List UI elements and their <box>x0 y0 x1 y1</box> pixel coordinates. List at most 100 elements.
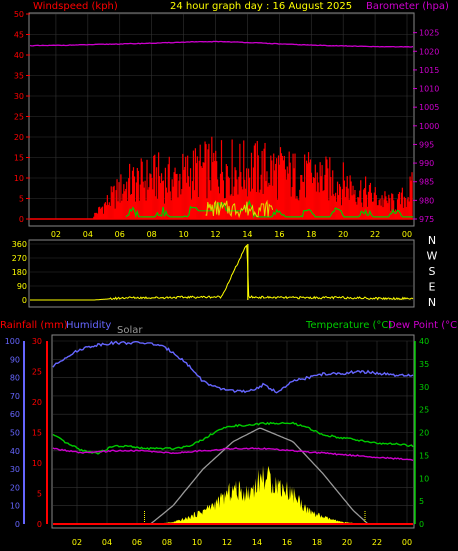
temp-tick-label: 15 <box>419 451 429 460</box>
temp-panel-frame <box>51 334 415 529</box>
rainfall-label: Rainfall (mm) <box>0 320 68 331</box>
baro-tick-label: 995 <box>419 140 434 149</box>
temp-x-tick-label: 20 <box>342 538 352 547</box>
humidity-line <box>52 340 414 394</box>
humidity-tick-label: 40 <box>10 447 20 456</box>
rain-tick-label: 30 <box>32 337 42 346</box>
wind-x-tick-label: 16 <box>274 230 284 239</box>
humidity-tick-label: 80 <box>10 374 20 383</box>
direction-compass-label: S <box>429 265 436 278</box>
direction-compass-label: N <box>428 234 436 247</box>
humidity-tick-label: 30 <box>10 465 20 474</box>
temp-x-tick-label: 04 <box>102 538 112 547</box>
wind-x-tick-label: 06 <box>115 230 125 239</box>
solar-label: Solar <box>117 325 143 336</box>
baro-tick-label: 1025 <box>419 29 439 38</box>
temp-x-tick-label: 08 <box>162 538 172 547</box>
barometer-line <box>29 40 414 48</box>
temp-tick-label: 10 <box>419 474 429 483</box>
baro-tick-label: 975 <box>419 215 434 224</box>
temp-x-tick-label: 02 <box>72 538 82 547</box>
wind-x-tick-label: 12 <box>210 230 220 239</box>
temp-tick-label: 20 <box>419 429 429 438</box>
wind-tick-label: 10 <box>14 174 24 183</box>
wind-tick-label: 35 <box>14 72 24 81</box>
temp-x-tick-label: 16 <box>282 538 292 547</box>
rain-tick-label: 10 <box>32 459 42 468</box>
humidity-tick-label: 20 <box>10 483 20 492</box>
gust-line <box>125 199 413 219</box>
wind-tick-label: 45 <box>14 31 24 40</box>
wind-panel-frame <box>28 12 415 227</box>
wind-x-tick-label: 20 <box>338 230 348 239</box>
wind-x-tick-label: 04 <box>83 230 93 239</box>
wind-tick-label: 50 <box>14 10 24 19</box>
humidity-tick-label: 60 <box>10 410 20 419</box>
wind-x-tick-label: 00 <box>402 230 412 239</box>
direction-panel-frame <box>28 239 415 308</box>
rain-tick-label: 0 <box>37 520 42 529</box>
baro-tick-label: 985 <box>419 178 434 187</box>
wind-tick-label: 0 <box>19 215 24 224</box>
temperature-line <box>52 421 414 455</box>
wind-x-tick-label: 18 <box>306 230 316 239</box>
wind-tick-label: 30 <box>14 92 24 101</box>
temp-x-tick-label: 00 <box>402 538 412 547</box>
temp-tick-label: 0 <box>419 520 424 529</box>
wind-x-tick-label: 14 <box>242 230 252 239</box>
temp-x-tick-label: 12 <box>222 538 232 547</box>
windspeed-label: Windspeed (kph) <box>33 1 118 12</box>
baro-tick-label: 1005 <box>419 103 439 112</box>
direction-compass-label: E <box>429 281 436 294</box>
baro-tick-label: 980 <box>419 196 434 205</box>
chart-marks: 0510152025303540455097598098599099510001… <box>5 10 440 547</box>
humidity-tick-label: 10 <box>10 502 20 511</box>
temp-x-tick-label: 10 <box>192 538 202 547</box>
temp-tick-label: 5 <box>419 497 424 506</box>
temperature-label: Temperature (°C) <box>305 320 392 331</box>
temp-tick-label: 35 <box>419 360 429 369</box>
temp-tick-label: 30 <box>419 383 429 392</box>
wind-tick-label: 20 <box>14 133 24 142</box>
wind-tick-label: 25 <box>14 113 24 122</box>
wind-x-tick-label: 02 <box>51 230 61 239</box>
baro-tick-label: 1000 <box>419 122 439 131</box>
direction-tick-label: 180 <box>12 268 27 277</box>
humidity-tick-label: 50 <box>10 429 20 438</box>
temp-x-tick-label: 22 <box>372 538 382 547</box>
direction-compass-label: W <box>427 250 438 263</box>
baro-tick-label: 1015 <box>419 66 439 75</box>
gust-spike-line <box>205 199 274 219</box>
temp-x-tick-label: 18 <box>312 538 322 547</box>
wind-x-tick-label: 10 <box>178 230 188 239</box>
rain-tick-label: 20 <box>32 398 42 407</box>
humidity-tick-label: 70 <box>10 392 20 401</box>
wind-x-tick-label: 22 <box>370 230 380 239</box>
humidity-label: Humidity <box>66 320 111 331</box>
wind-tick-label: 15 <box>14 154 24 163</box>
temp-x-tick-label: 14 <box>252 538 262 547</box>
direction-tick-label: 0 <box>22 296 27 305</box>
dewpoint-label: Dew Point (°C) <box>388 320 458 331</box>
direction-tick-label: 270 <box>12 254 27 263</box>
temp-x-tick-label: 06 <box>132 538 142 547</box>
humidity-tick-label: 90 <box>10 355 20 364</box>
rain-tick-label: 5 <box>37 490 42 499</box>
humidity-tick-label: 100 <box>5 337 20 346</box>
direction-compass-label: N <box>428 296 436 309</box>
solar-max-curve <box>150 427 369 525</box>
baro-tick-label: 990 <box>419 159 434 168</box>
direction-line <box>30 244 414 301</box>
wind-tick-label: 40 <box>14 51 24 60</box>
baro-tick-label: 1020 <box>419 47 439 56</box>
baro-tick-label: 1010 <box>419 85 439 94</box>
direction-tick-label: 90 <box>17 282 27 291</box>
solar-area <box>143 465 368 524</box>
temp-tick-label: 25 <box>419 406 429 415</box>
wind-x-tick-label: 08 <box>147 230 157 239</box>
dewpoint-line <box>52 447 414 462</box>
rain-tick-label: 25 <box>32 368 42 377</box>
barometer-label: Barometer (hpa) <box>366 1 449 12</box>
